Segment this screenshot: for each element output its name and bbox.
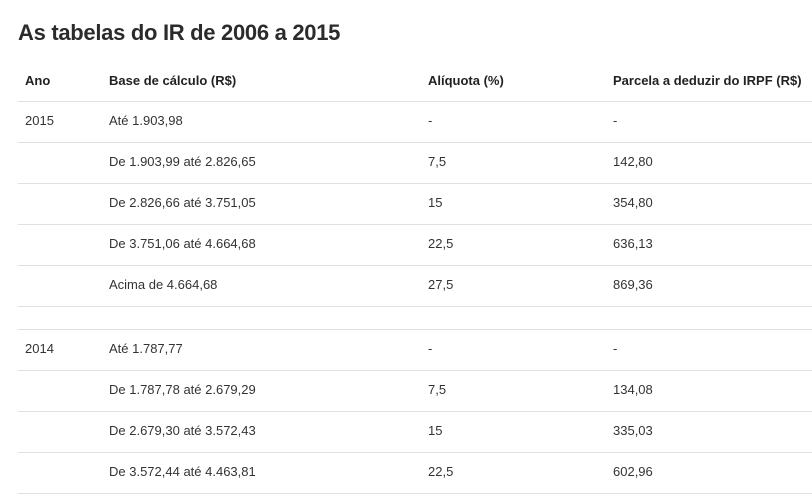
table-cell: 15 [428, 423, 443, 438]
column-header: Ano [25, 73, 51, 88]
table-cell: 636,13 [613, 236, 653, 251]
table-cell: 142,80 [613, 154, 653, 169]
table-cell: 602,96 [613, 464, 653, 479]
table-cell: De 2.826,66 até 3.751,05 [109, 195, 256, 210]
year-cell: 2014 [25, 341, 54, 356]
row-divider [18, 265, 812, 266]
table-cell: De 1.787,78 até 2.679,29 [109, 382, 256, 397]
table-cell: 7,5 [428, 382, 447, 397]
table-cell: - [613, 113, 618, 128]
column-header: Parcela a deduzir do IRPF (R$) [613, 73, 802, 88]
table-cell: 27,5 [428, 277, 454, 292]
row-divider [18, 411, 812, 412]
table-cell: De 3.572,44 até 4.463,81 [109, 464, 256, 479]
row-divider [18, 329, 812, 330]
row-divider [18, 183, 812, 184]
year-cell: 2015 [25, 113, 54, 128]
table-cell: 22,5 [428, 236, 454, 251]
row-divider [18, 452, 812, 453]
table-cell: Até 1.903,98 [109, 113, 183, 128]
table-cell: Até 1.787,77 [109, 341, 183, 356]
row-divider [18, 101, 812, 102]
table-cell: De 2.679,30 até 3.572,43 [109, 423, 256, 438]
row-divider [18, 142, 812, 143]
table-cell: 15 [428, 195, 443, 210]
table-cell: 869,36 [613, 277, 653, 292]
row-divider [18, 370, 812, 371]
row-divider [18, 306, 812, 307]
table-cell: 134,08 [613, 382, 653, 397]
table-cell: - [613, 341, 618, 356]
row-divider [18, 224, 812, 225]
table-cell: De 1.903,99 até 2.826,65 [109, 154, 256, 169]
table-cell: - [428, 341, 433, 356]
table-cell: 7,5 [428, 154, 447, 169]
table-cell: Acima de 4.664,68 [109, 277, 218, 292]
table-cell: 22,5 [428, 464, 454, 479]
table-cell: - [428, 113, 433, 128]
page-title: As tabelas do IR de 2006 a 2015 [18, 20, 341, 45]
table-cell: De 3.751,06 até 4.664,68 [109, 236, 256, 251]
row-divider [18, 493, 812, 494]
column-header: Alíquota (%) [428, 73, 504, 88]
table-cell: 335,03 [613, 423, 653, 438]
table-cell: 354,80 [613, 195, 653, 210]
column-header: Base de cálculo (R$) [109, 73, 237, 88]
